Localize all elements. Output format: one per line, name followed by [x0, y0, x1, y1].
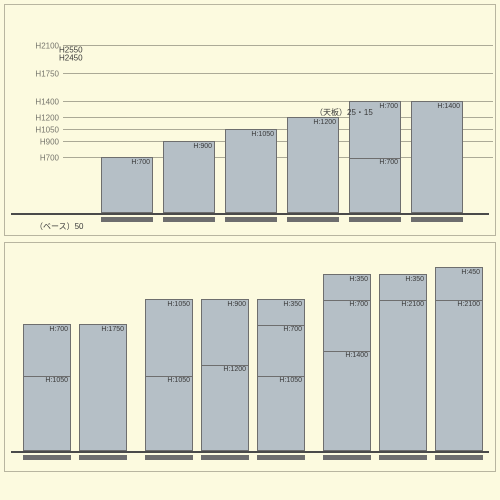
segment-label: H:350: [405, 276, 424, 283]
gridline: H2100: [63, 45, 493, 46]
cabinet: H:2100 H:450: [435, 267, 483, 451]
base-bar: [323, 455, 371, 460]
base-bar: [349, 217, 401, 222]
base-note: （ベース）50: [35, 221, 84, 232]
base-bar: [435, 455, 483, 460]
segment-label: H:700: [349, 301, 368, 308]
base-bar: [287, 217, 339, 222]
segment-label: H:1200: [223, 366, 246, 373]
stage: H:1050 H:700 H:1750 H:1050 H:1050 H:1200 H:900…: [15, 263, 491, 451]
base-bar: [411, 217, 463, 222]
floor-line: [11, 451, 489, 453]
base-bar: [379, 455, 427, 460]
axis-label: H700: [40, 154, 63, 163]
cabinet: H:1050: [225, 129, 277, 213]
cabinet-divider: [258, 376, 304, 377]
base-bar: [257, 455, 305, 460]
segment-label: H:1050: [167, 377, 190, 384]
cabinet-divider: [146, 376, 192, 377]
base-bar: [201, 455, 249, 460]
cabinet-divider: [24, 376, 70, 377]
cabinet-divider: [324, 300, 370, 301]
segment-label: H:900: [193, 143, 212, 150]
cabinet-divider: [324, 351, 370, 352]
cabinet: H:1400: [411, 101, 463, 213]
segment-label: H:700: [379, 159, 398, 166]
floor-line: [11, 213, 489, 215]
cabinet-divider: [350, 158, 400, 159]
base-bar: [163, 217, 215, 222]
bottom-panel: H:1050 H:700 H:1750 H:1050 H:1050 H:1200 H:900…: [4, 242, 496, 472]
stage: H2550H2450H2100H1750H1400H1200H1050H900H…: [63, 45, 493, 213]
segment-label: H:350: [283, 301, 302, 308]
cabinet: H:700: [101, 157, 153, 213]
base-bar: [101, 217, 153, 222]
cabinet: H:1050 H:1050: [145, 299, 193, 451]
base-bar: [23, 455, 71, 460]
base-bar: [79, 455, 127, 460]
segment-label: H:450: [461, 269, 480, 276]
axis-label: H1050: [35, 126, 63, 135]
cabinet: H:1400 H:700 H:350: [323, 274, 371, 451]
segment-label: H:1400: [345, 352, 368, 359]
segment-label: H:700: [131, 159, 150, 166]
axis-label: H2100: [35, 42, 63, 51]
segment-label: H:700: [283, 326, 302, 333]
segment-label: H:1050: [45, 377, 68, 384]
axis-label: H1400: [35, 98, 63, 107]
segment-label: H:2100: [457, 301, 480, 308]
axis-label: H1750: [35, 70, 63, 79]
segment-label: H:1750: [101, 326, 124, 333]
axis-label: H2450: [59, 54, 63, 63]
segment-label: H:350: [349, 276, 368, 283]
tenban-note: （天板）25・15: [315, 107, 373, 118]
cabinet: H:1200: [287, 117, 339, 213]
segment-label: H:900: [227, 301, 246, 308]
cabinet: H:1750: [79, 324, 127, 451]
cabinet-divider: [202, 365, 248, 366]
segment-label: H:700: [49, 326, 68, 333]
segment-label: H:1050: [279, 377, 302, 384]
segment-label: H:700: [379, 103, 398, 110]
cabinet: H:1050 H:700 H:350: [257, 299, 305, 451]
top-panel: H2550H2450H2100H1750H1400H1200H1050H900H…: [4, 4, 496, 236]
cabinet-divider: [436, 300, 482, 301]
gridline: H1750: [63, 73, 493, 74]
segment-label: H:2100: [401, 301, 424, 308]
cabinet: H:1200 H:900: [201, 299, 249, 451]
segment-label: H:1400: [437, 103, 460, 110]
cabinet: H:2100 H:350: [379, 274, 427, 451]
axis-label: H1200: [35, 114, 63, 123]
cabinet-divider: [258, 325, 304, 326]
base-bar: [225, 217, 277, 222]
segment-label: H:1050: [167, 301, 190, 308]
cabinet: H:1050 H:700: [23, 324, 71, 451]
base-bar: [145, 455, 193, 460]
axis-label: H900: [40, 138, 63, 147]
cabinet: H:900: [163, 141, 215, 213]
cabinet-divider: [380, 300, 426, 301]
segment-label: H:1200: [313, 119, 336, 126]
segment-label: H:1050: [251, 131, 274, 138]
